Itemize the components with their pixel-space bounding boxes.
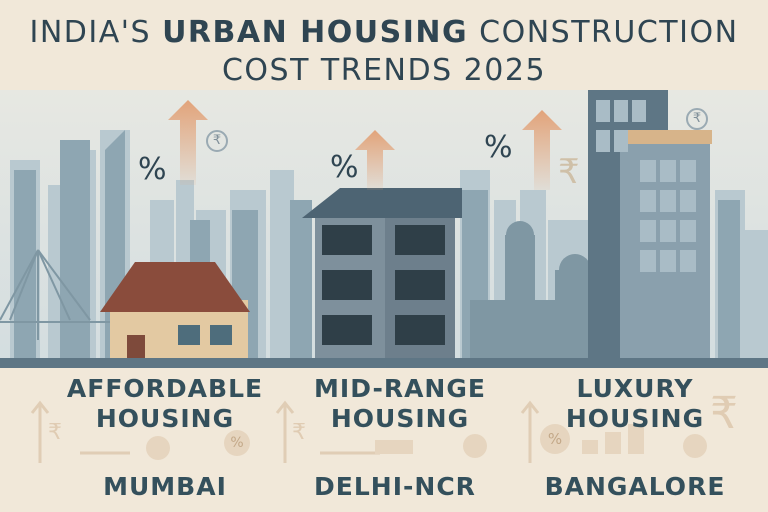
- city-label-bangalore: BANGALORE: [544, 472, 726, 501]
- percent-icon: %: [540, 424, 570, 454]
- segment-line2: HOUSING: [565, 404, 705, 433]
- midrange-building: [302, 188, 462, 368]
- city-label-mumbai: MUMBAI: [103, 472, 227, 501]
- segment-line1: LUXURY: [576, 374, 694, 403]
- segment-label-luxury: LUXURY HOUSING: [545, 374, 725, 434]
- rupee-coin-icon: ₹: [206, 130, 228, 152]
- city-skyline-illustration: [0, 90, 768, 368]
- page-title: INDIA'S URBAN HOUSING CONSTRUCTION COST …: [0, 14, 768, 90]
- title-bold: URBAN HOUSING: [162, 15, 469, 50]
- rupee-icon: ₹: [48, 420, 62, 445]
- percent-icon: %: [224, 430, 250, 456]
- rupee-coin-icon: ₹: [686, 108, 708, 130]
- rupee-icon: ₹: [558, 152, 580, 192]
- segment-label-midrange: MID-RANGE HOUSING: [300, 374, 500, 434]
- rupee-icon: ₹: [710, 388, 738, 439]
- affordable-house: [100, 262, 250, 368]
- segment-line1: AFFORDABLE: [66, 374, 264, 403]
- title-post: CONSTRUCTION: [468, 15, 739, 50]
- city-label-delhi: DELHI-NCR: [314, 472, 476, 501]
- segment-line2: HOUSING: [95, 404, 235, 433]
- percent-icon: %: [330, 150, 359, 185]
- title-line-1: INDIA'S URBAN HOUSING CONSTRUCTION: [0, 14, 768, 52]
- rupee-icon: ₹: [292, 420, 306, 445]
- title-pre: INDIA'S: [29, 15, 163, 50]
- percent-icon: %: [484, 130, 513, 165]
- segment-label-affordable: AFFORDABLE HOUSING: [55, 374, 275, 434]
- title-line-2: COST TRENDS 2025: [221, 53, 547, 88]
- luxury-towers: [588, 90, 712, 368]
- segment-line1: MID-RANGE: [314, 374, 486, 403]
- percent-icon: %: [138, 152, 167, 187]
- up-arrow-icon: [168, 100, 562, 190]
- segment-line2: HOUSING: [330, 404, 470, 433]
- ground-decorations: [30, 400, 707, 463]
